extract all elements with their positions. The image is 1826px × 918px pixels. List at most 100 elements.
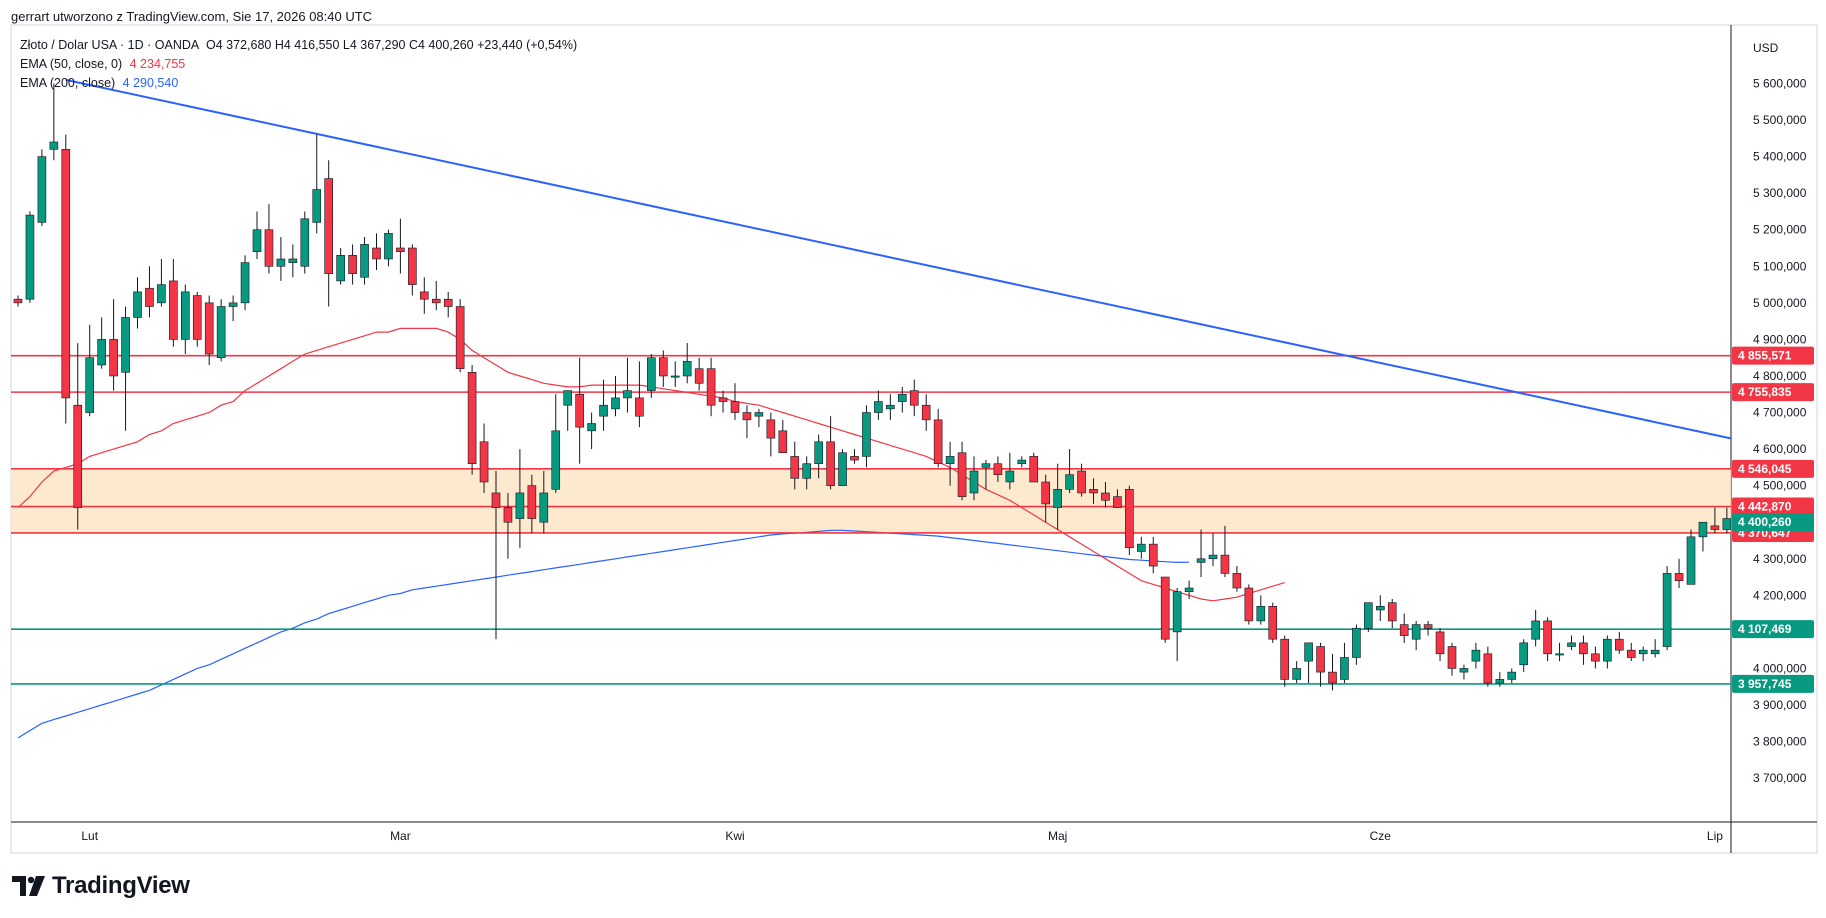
candle [467, 365, 477, 475]
candle-body [1626, 649, 1636, 658]
symbol-legend[interactable]: Złoto / Dolar USA · 1D · OANDA O4 372,68… [20, 38, 577, 52]
candle-body [1184, 587, 1194, 592]
candle [479, 423, 489, 493]
candle-body [336, 255, 345, 282]
candle-body [491, 492, 501, 508]
candle [1603, 635, 1612, 669]
candle [73, 343, 83, 530]
candle [97, 317, 106, 369]
candle-body [240, 262, 250, 304]
candle-body [706, 368, 716, 406]
candle-body [1722, 518, 1731, 530]
candle [1710, 507, 1720, 534]
candle-body [419, 291, 429, 300]
candle [1280, 635, 1289, 687]
candle [360, 237, 369, 285]
candle-body [1208, 554, 1218, 560]
candle [1722, 507, 1731, 534]
candle-body [169, 280, 178, 340]
candle [909, 379, 919, 417]
y-tick-label: 5 100,000 [1753, 259, 1807, 273]
candle [1507, 668, 1517, 684]
y-tick-label: 5 500,000 [1753, 113, 1807, 127]
candle [1256, 595, 1266, 625]
candle [431, 280, 441, 311]
candle [396, 218, 405, 274]
x-tick-label: Lut [81, 829, 98, 843]
candle [336, 248, 345, 285]
candle-body [384, 233, 393, 260]
candle-body [778, 430, 788, 454]
candle [240, 255, 250, 311]
candle-body [981, 463, 991, 468]
candle [1662, 566, 1672, 651]
candle-body [360, 244, 369, 278]
candle [157, 258, 166, 307]
candle-body [1292, 668, 1301, 680]
candle-body [1591, 653, 1600, 662]
candle-body [539, 492, 549, 523]
candle-body [431, 298, 441, 304]
candle-body [1459, 668, 1469, 673]
ema50-label: EMA (50, close, 0) [20, 57, 123, 71]
candle [503, 492, 513, 559]
candle [443, 291, 453, 318]
candle [455, 299, 465, 373]
tradingview-logo[interactable]: TradingView [12, 872, 190, 900]
candle-body [1471, 649, 1481, 662]
candle-body [969, 470, 979, 494]
candle-body [670, 375, 680, 378]
candle-body [1698, 521, 1708, 538]
candle [1220, 525, 1230, 578]
candle-body [503, 507, 513, 523]
candle-body [611, 397, 620, 410]
candle [945, 441, 955, 486]
currency-label: USD [1753, 41, 1779, 55]
candle [169, 258, 178, 347]
candle [37, 149, 47, 227]
last-price-badge-text: 4 400,260 [1738, 515, 1792, 529]
y-tick-label: 3 800,000 [1753, 735, 1807, 749]
candle [192, 291, 202, 347]
candle-body [1232, 573, 1242, 589]
candle [754, 408, 764, 428]
y-tick-label: 3 900,000 [1753, 698, 1807, 712]
candle [372, 233, 381, 270]
candle [1615, 631, 1624, 654]
y-tick-label: 4 000,000 [1753, 661, 1807, 675]
candle [921, 394, 931, 431]
candle-body [1101, 492, 1110, 501]
ema200-legend[interactable]: EMA (200, close) 4 290,540 [20, 76, 178, 90]
candle [1698, 521, 1708, 552]
candle [1113, 489, 1122, 508]
candle [718, 390, 728, 413]
candle [1483, 646, 1493, 687]
ema50-legend[interactable]: EMA (50, close, 0) 4 234,755 [20, 57, 185, 71]
candle-body [730, 401, 740, 413]
chart-header: gerrart utworzono z TradingView.com, Sie… [11, 9, 373, 24]
candle [1555, 642, 1564, 662]
candle-body [264, 229, 274, 267]
candle [288, 244, 298, 278]
candle-body [181, 291, 190, 340]
candle-body [1411, 624, 1421, 640]
trendline [65, 78, 1731, 440]
candle-body [1686, 536, 1696, 585]
price-badge-2: 4 546,045 [1732, 459, 1814, 478]
candle-body [1579, 642, 1588, 655]
candle [838, 449, 847, 486]
candle [85, 324, 94, 417]
candle [515, 449, 525, 548]
candle-body [467, 372, 477, 465]
candle-body [133, 291, 142, 318]
candle [264, 204, 274, 274]
candle-body [276, 258, 286, 267]
candle [25, 211, 35, 303]
candle [790, 441, 800, 490]
candle [1674, 558, 1684, 589]
candle [587, 412, 596, 450]
candle [766, 412, 776, 457]
candle [13, 295, 23, 307]
candle-body [862, 412, 871, 457]
